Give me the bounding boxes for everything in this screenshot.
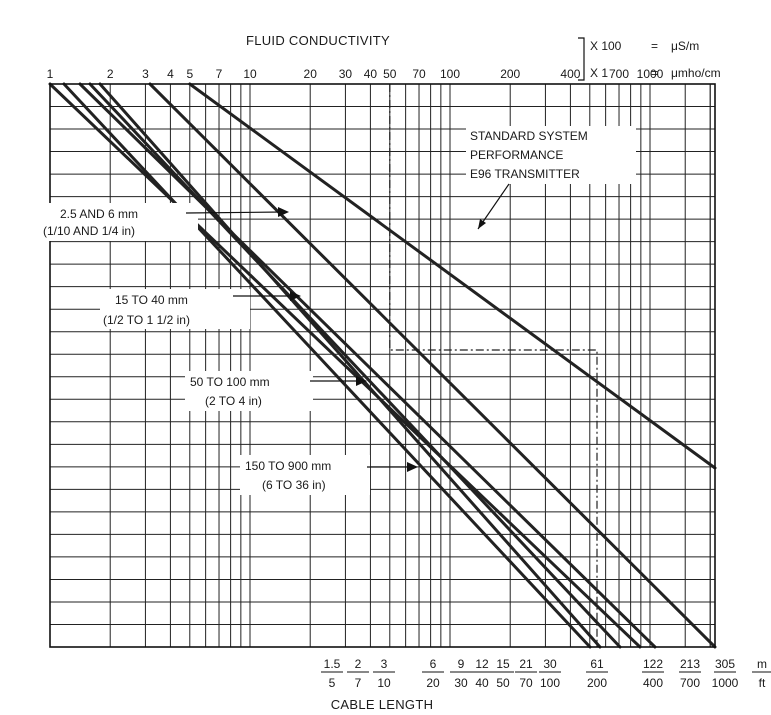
bottom-tick-m: 12 xyxy=(475,657,489,671)
units-multiplier-1: X 100 xyxy=(590,39,622,53)
units-unit-2: μmho/cm xyxy=(671,66,721,80)
label-size2-line2: (1/2 TO 1 1/2 in) xyxy=(103,313,190,327)
bottom-tick-m: 15 xyxy=(496,657,510,671)
label-size-2: 15 TO 40 mm (1/2 TO 1 1/2 in) xyxy=(100,289,301,329)
label-standard-system: STANDARD SYSTEM PERFORMANCE E96 TRANSMIT… xyxy=(466,126,636,230)
bottom-tick-m: 3 xyxy=(381,657,388,671)
bottom-tick-ft: 200 xyxy=(587,676,607,690)
arrowhead-standard xyxy=(478,219,486,229)
grid xyxy=(49,84,715,647)
bottom-tick-ft: 100 xyxy=(540,676,560,690)
guide-path xyxy=(389,84,598,647)
label-size3-line2: (2 TO 4 in) xyxy=(205,394,262,408)
bottom-tick-ft: 7 xyxy=(355,676,362,690)
label-size3-line1: 50 TO 100 mm xyxy=(190,375,270,389)
label-size4-line1: 150 TO 900 mm xyxy=(245,459,331,473)
bottom-tick-m: 30 xyxy=(543,657,557,671)
units-legend: X 100 = μS/m X 1 = μmho/cm xyxy=(578,37,721,81)
series-line-strand xyxy=(62,82,592,649)
top-tick-label: 5 xyxy=(186,67,193,81)
units-eq-2: = xyxy=(651,66,658,80)
series-line xyxy=(48,82,642,649)
label-size-4: 150 TO 900 mm (6 TO 36 in) xyxy=(240,455,418,495)
top-tick-label: 20 xyxy=(304,67,318,81)
top-tick-label: 70 xyxy=(412,67,426,81)
top-tick-label: 1000 xyxy=(637,67,664,81)
bottom-tick-m: 6 xyxy=(430,657,437,671)
label-standard-line1: STANDARD SYSTEM xyxy=(470,129,588,143)
plot-frame xyxy=(49,83,716,648)
top-tick-label: 7 xyxy=(216,67,223,81)
bottom-tick-m: 305 xyxy=(715,657,735,671)
bottom-tick-m: 21 xyxy=(519,657,533,671)
top-tick-label: 4 xyxy=(167,67,174,81)
bottom-tick-ft: 1000 xyxy=(712,676,739,690)
top-tick-label: 50 xyxy=(383,67,397,81)
bottom-tick-m: 2 xyxy=(355,657,362,671)
top-tick-label: 30 xyxy=(339,67,353,81)
label-size-3: 50 TO 100 mm (2 TO 4 in) xyxy=(185,371,367,411)
top-tick-label: 100 xyxy=(440,67,460,81)
arrowhead-size3 xyxy=(356,376,367,386)
top-tick-label: 3 xyxy=(142,67,149,81)
series-line xyxy=(78,82,657,649)
bottom-axis-tick-labels: 1.5 5 2 7 3 10 6 20 9 30 12 40 15 50 21 70 30 100 61 200 122… xyxy=(321,657,739,690)
top-tick-label: 1 xyxy=(47,67,54,81)
label-standard-line2: PERFORMANCE xyxy=(470,148,563,162)
units-unit-1: μS/m xyxy=(671,39,699,53)
bottom-tick-ft: 10 xyxy=(377,676,391,690)
units-multiplier-2: X 1 xyxy=(590,66,608,80)
bottom-unit: m ft xyxy=(752,657,771,690)
bottom-tick-ft: 40 xyxy=(475,676,489,690)
label-size1-line1: 2.5 AND 6 mm xyxy=(60,207,138,221)
series-lines xyxy=(48,82,717,649)
bottom-unit-ft: ft xyxy=(759,676,766,690)
arrowhead-size1 xyxy=(278,207,289,217)
x-axis-title: CABLE LENGTH xyxy=(331,697,434,712)
bottom-tick-m: 61 xyxy=(590,657,604,671)
label-size-1: 2.5 AND 6 mm (1/10 AND 1/4 in) xyxy=(40,203,289,241)
bottom-tick-ft: 20 xyxy=(426,676,440,690)
bottom-tick-ft: 700 xyxy=(680,676,700,690)
bottom-unit-m: m xyxy=(757,657,767,671)
bottom-tick-ft: 70 xyxy=(519,676,533,690)
bottom-tick-ft: 50 xyxy=(496,676,510,690)
arrowhead-size4 xyxy=(407,462,418,472)
series-line-strand xyxy=(148,82,717,649)
arrowhead-size2 xyxy=(290,291,301,301)
bottom-tick-m: 9 xyxy=(458,657,465,671)
top-tick-label: 10 xyxy=(243,67,257,81)
top-tick-label: 2 xyxy=(107,67,114,81)
bottom-tick-m: 213 xyxy=(680,657,700,671)
top-tick-label: 200 xyxy=(500,67,520,81)
series-line xyxy=(88,82,622,649)
label-standard-line3: E96 TRANSMITTER xyxy=(470,167,580,181)
series-line xyxy=(188,82,717,470)
bottom-tick-ft: 5 xyxy=(329,676,336,690)
chart-title: FLUID CONDUCTIVITY xyxy=(246,33,390,48)
label-size4-line2: (6 TO 36 in) xyxy=(262,478,326,492)
top-tick-label: 400 xyxy=(560,67,580,81)
example-guide-lines xyxy=(389,84,598,647)
bottom-tick-ft: 30 xyxy=(454,676,468,690)
bottom-tick-ft: 400 xyxy=(643,676,663,690)
top-axis-tick-labels: 1 2 3 4 5 7 10 20 30 40 50 70 100 200 400 700 1000 xyxy=(47,67,664,81)
label-size1-line2: (1/10 AND 1/4 in) xyxy=(43,224,135,238)
series-line xyxy=(98,82,602,649)
bottom-tick-m: 1.5 xyxy=(324,657,341,671)
top-tick-label: 40 xyxy=(364,67,378,81)
bottom-tick-m: 122 xyxy=(643,657,663,671)
units-eq-1: = xyxy=(651,39,658,53)
top-tick-label: 700 xyxy=(609,67,629,81)
label-size2-line1: 15 TO 40 mm xyxy=(115,293,188,307)
